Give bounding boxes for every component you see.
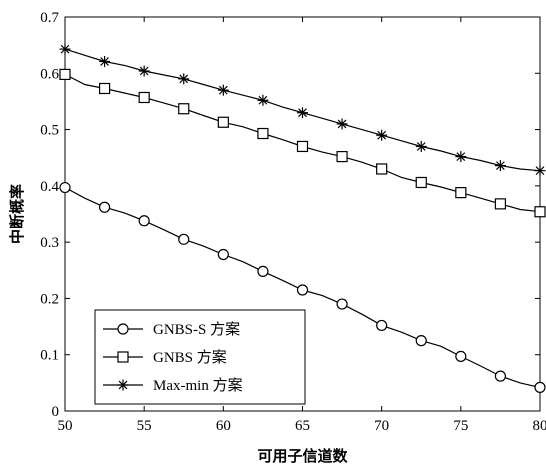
data-point-circle xyxy=(296,284,309,296)
y-axis-title: 中断概率 xyxy=(8,184,26,244)
data-point-circle xyxy=(138,215,150,227)
series-square xyxy=(59,68,546,218)
data-point-square xyxy=(376,163,388,175)
y-tick-label: 0.7 xyxy=(40,10,59,26)
x-axis-ticks: 50 55 60 65 70 75 80 xyxy=(58,17,546,434)
x-tick-label: 80 xyxy=(533,418,546,434)
data-point-square xyxy=(336,150,348,163)
y-tick-label: 0.4 xyxy=(40,179,59,195)
data-point-star xyxy=(415,140,427,152)
x-tick-label: 75 xyxy=(453,418,468,434)
data-point-star xyxy=(336,118,348,130)
y-tick-label: 0 xyxy=(52,404,60,420)
legend-marker-circle xyxy=(117,323,129,335)
data-point-square xyxy=(98,82,111,95)
data-point-circle xyxy=(217,248,229,261)
data-point-star xyxy=(217,84,229,96)
y-tick-label: 0.3 xyxy=(40,235,59,251)
series-star xyxy=(59,43,546,177)
data-point-star xyxy=(494,160,506,172)
data-point-square xyxy=(296,140,309,153)
data-point-circle xyxy=(59,181,71,194)
data-point-circle xyxy=(494,370,507,382)
data-point-circle xyxy=(336,298,348,310)
x-axis-title: 可用子信道数 xyxy=(257,447,348,465)
data-point-square xyxy=(534,206,546,218)
x-tick-label: 65 xyxy=(295,418,310,434)
data-point-square xyxy=(494,198,507,210)
data-point-star xyxy=(178,73,190,85)
data-point-circle xyxy=(376,319,388,332)
y-tick-label: 0.2 xyxy=(40,291,59,307)
data-point-star xyxy=(257,94,269,106)
x-tick-label: 60 xyxy=(216,418,231,434)
data-point-circle xyxy=(534,381,546,393)
data-point-star xyxy=(376,129,388,141)
data-point-square xyxy=(415,176,427,189)
data-point-star xyxy=(297,107,308,119)
data-point-circle xyxy=(415,335,427,347)
legend-label: GNBS 方案 xyxy=(153,348,227,366)
data-point-circle xyxy=(455,350,467,363)
data-point-star xyxy=(99,55,111,67)
data-point-square xyxy=(178,103,190,115)
legend-item: Max-min 方案 xyxy=(103,376,243,394)
y-tick-label: 0.5 xyxy=(40,123,59,139)
y-tick-label: 0.1 xyxy=(40,348,59,364)
data-point-square xyxy=(455,187,467,199)
y-axis-ticks: 0 0.1 0.2 0.3 0.4 0.5 0.6 0.7 xyxy=(40,10,540,420)
data-point-square xyxy=(217,116,229,128)
legend-marker-square xyxy=(117,351,129,363)
data-point-star xyxy=(455,151,467,163)
legend-label: Max-min 方案 xyxy=(153,376,243,394)
data-point-circle xyxy=(178,233,190,245)
data-point-star xyxy=(59,43,71,55)
legend-item: GNBS 方案 xyxy=(103,348,227,366)
data-point-square xyxy=(257,127,269,140)
legend: GNBS-S 方案 GNBS 方案 Max-min 方案 xyxy=(94,309,306,405)
y-tick-label: 0.6 xyxy=(40,66,59,82)
series-layer xyxy=(59,43,546,393)
x-tick-label: 70 xyxy=(374,418,389,434)
data-point-star xyxy=(534,165,546,177)
data-point-square xyxy=(59,68,71,81)
data-point-circle xyxy=(98,201,111,213)
data-point-star xyxy=(138,65,150,77)
x-tick-label: 55 xyxy=(137,418,152,434)
data-point-square xyxy=(138,91,150,104)
legend-marker-star xyxy=(117,379,129,391)
legend-item: GNBS-S 方案 xyxy=(103,320,240,338)
x-tick-label: 50 xyxy=(58,418,73,434)
legend-label: GNBS-S 方案 xyxy=(153,320,240,338)
data-point-circle xyxy=(257,265,269,278)
series-circle xyxy=(59,181,546,393)
